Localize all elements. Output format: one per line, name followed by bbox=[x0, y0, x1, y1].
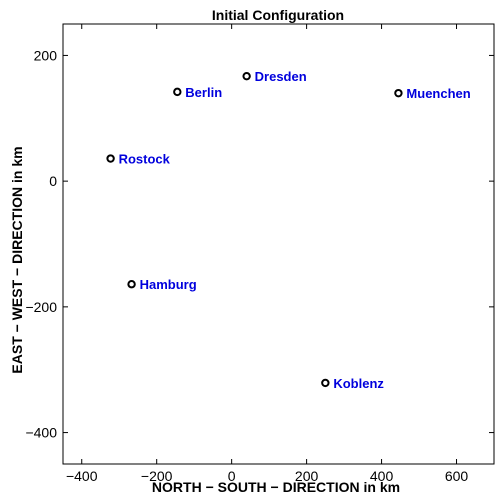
data-point bbox=[242, 71, 251, 81]
x-tick-label: 400 bbox=[370, 468, 394, 484]
y-axis-title: EAST − WEST − DIRECTION in km bbox=[9, 146, 25, 373]
x-tick-label: −400 bbox=[66, 468, 98, 484]
data-labels: Dresden Berlin Muenchen Rostock Hamburg Koble… bbox=[119, 69, 471, 391]
axis-ticks bbox=[63, 24, 494, 464]
data-point bbox=[127, 280, 136, 289]
data-points bbox=[106, 71, 403, 388]
y-tick-label: 200 bbox=[34, 47, 58, 63]
x-tick-label: −200 bbox=[141, 468, 173, 484]
data-label: Dresden bbox=[255, 69, 307, 84]
y-tick-label: 0 bbox=[49, 173, 57, 189]
data-point bbox=[173, 87, 182, 97]
x-axis-title: NORTH − SOUTH − DIRECTION in km bbox=[152, 479, 400, 495]
y-tick-label: −400 bbox=[25, 425, 57, 441]
data-point bbox=[106, 154, 115, 163]
x-tick-label: 600 bbox=[445, 468, 469, 484]
data-label: Rostock bbox=[119, 152, 171, 167]
plot-border bbox=[62, 23, 495, 465]
chart-title: Initial Configuration bbox=[212, 7, 344, 23]
data-point bbox=[394, 88, 403, 98]
plot-area bbox=[62, 23, 495, 465]
x-tick-label: 0 bbox=[228, 468, 236, 484]
data-point bbox=[321, 378, 330, 388]
tick-labels: −400 −200 0 200 400 600 −400 −200 0 200 bbox=[25, 47, 468, 484]
data-label: Muenchen bbox=[406, 86, 470, 101]
data-label: Berlin bbox=[185, 85, 222, 100]
y-tick-label: −200 bbox=[25, 299, 57, 315]
data-label: Hamburg bbox=[140, 277, 197, 292]
data-label: Koblenz bbox=[333, 376, 384, 391]
x-tick-label: 200 bbox=[295, 468, 319, 484]
